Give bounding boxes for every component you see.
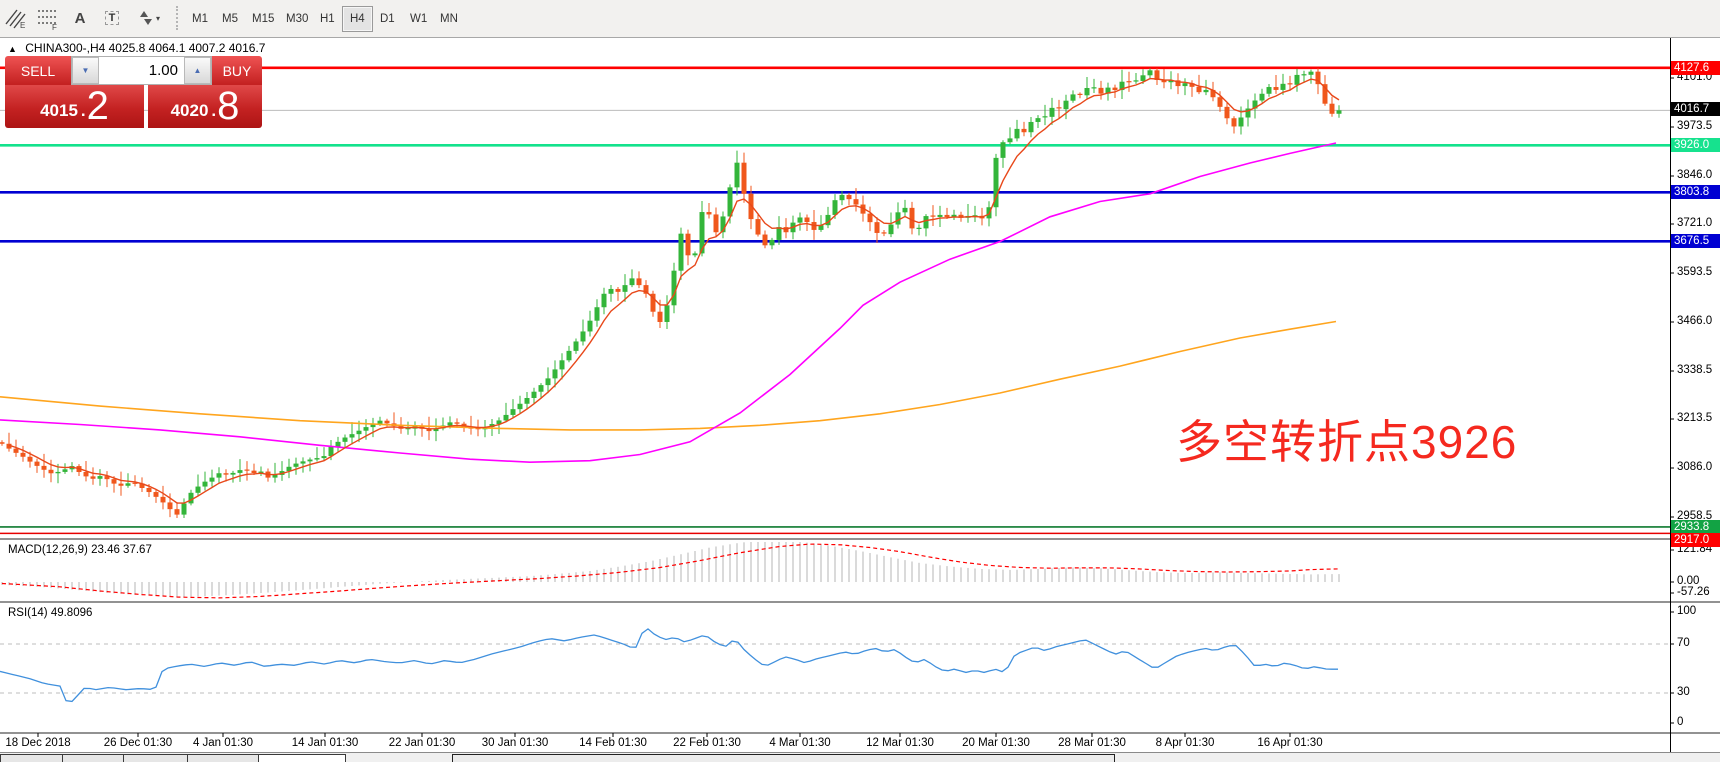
- timeframe-button-m15[interactable]: M15: [252, 13, 275, 25]
- price-badge-3803.8: 3803.8: [1671, 185, 1720, 199]
- bottom-tab-fragment[interactable]: [187, 754, 259, 762]
- price-tick-label: 3466.0: [1677, 315, 1713, 327]
- price-badge-3926.0: 3926.0: [1671, 138, 1720, 152]
- equidistant-channel-icon[interactable]: E: [2, 4, 30, 32]
- sell-button[interactable]: SELL: [5, 56, 71, 85]
- bottom-tab-fragment[interactable]: [452, 754, 1115, 762]
- rsi-tick-label: 30: [1677, 686, 1690, 698]
- ma-mid-magenta: [0, 142, 1337, 464]
- timeframe-button-h1[interactable]: H1: [320, 13, 335, 25]
- arrow-objects-icon[interactable]: ▾: [130, 4, 166, 32]
- text-tool-icon[interactable]: A: [74, 9, 86, 27]
- one-click-trading-panel: SELL ▼ ▲ BUY 4015 . 2 4020 . 8: [5, 56, 262, 128]
- bottom-tab-fragment[interactable]: [0, 754, 63, 762]
- bottom-tab-fragment[interactable]: [258, 754, 346, 762]
- volume-input[interactable]: [99, 57, 184, 84]
- text-label-icon[interactable]: T: [98, 4, 126, 32]
- chart-header: ▲ CHINA300-,H4 4025.8 4064.1 4007.2 4016…: [8, 41, 265, 55]
- date-tick-label: 14 Jan 01:30: [291, 737, 359, 749]
- macd-indicator-label: MACD(12,26,9) 23.46 37.67: [8, 544, 152, 556]
- rsi-tick-label: 0: [1677, 716, 1684, 728]
- sell-price-display[interactable]: 4015 . 2: [5, 85, 144, 128]
- price-tick-label: 3846.0: [1677, 169, 1713, 181]
- date-tick-label: 28 Mar 01:30: [1058, 737, 1126, 749]
- price-tick-label: 2958.5: [1677, 510, 1713, 522]
- buy-button[interactable]: BUY: [212, 56, 262, 85]
- bottom-tab-fragment[interactable]: [123, 754, 188, 762]
- date-tick-label: 4 Mar 01:30: [769, 737, 831, 749]
- ma-slow-orange: [0, 320, 1337, 431]
- price-tick-label: 3086.0: [1677, 461, 1713, 473]
- price-tick-label: 3973.5: [1677, 120, 1713, 132]
- price-tick-label: 3593.5: [1677, 266, 1713, 278]
- bottom-tab-fragment[interactable]: [62, 754, 124, 762]
- date-tick-label: 8 Apr 01:30: [1155, 737, 1215, 749]
- ma-fast-red: [8, 77, 1340, 504]
- date-tick-label: 20 Mar 01:30: [962, 737, 1030, 749]
- price-badge-2933.8: 2933.8: [1671, 520, 1720, 534]
- svg-text:E: E: [20, 21, 25, 30]
- rsi-tick-label: 100: [1677, 605, 1697, 617]
- toolbar-grip[interactable]: [176, 6, 181, 30]
- timeframe-button-h4[interactable]: H4: [342, 6, 373, 32]
- date-tick-label: 26 Dec 01:30: [103, 737, 173, 749]
- volume-stepper: ▼ ▲: [71, 56, 212, 85]
- volume-increase-button[interactable]: ▲: [184, 57, 211, 84]
- timeframe-button-m1[interactable]: M1: [192, 13, 208, 25]
- date-tick-label: 4 Jan 01:30: [192, 737, 254, 749]
- fibonacci-icon[interactable]: F: [34, 4, 62, 32]
- price-tick-label: 3721.0: [1677, 217, 1713, 229]
- date-tick-label: 12 Mar 01:30: [866, 737, 934, 749]
- rsi-line: [0, 628, 1338, 703]
- date-tick-label: 14 Feb 01:30: [579, 737, 647, 749]
- date-tick-label: 22 Jan 01:30: [388, 737, 456, 749]
- price-badge-4127.6: 4127.6: [1671, 61, 1720, 75]
- chart-annotation-text: 多空转折点3926: [1176, 416, 1518, 468]
- price-badge-4016.7: 4016.7: [1671, 102, 1720, 116]
- price-tick-label: 3213.5: [1677, 412, 1713, 424]
- timeframe-button-mn[interactable]: MN: [440, 13, 458, 25]
- symbol-ohlc-text: CHINA300-,H4 4025.8 4064.1 4007.2 4016.7: [25, 41, 266, 55]
- price-badge-3676.5: 3676.5: [1671, 234, 1720, 248]
- svg-text:F: F: [52, 23, 57, 30]
- rsi-tick-label: 70: [1677, 637, 1690, 649]
- toolbar: E F A T ▾ M1 M5 M15 M30 H1 H4 D1 W: [0, 0, 1720, 38]
- timeframe-button-d1[interactable]: D1: [380, 13, 395, 25]
- volume-decrease-button[interactable]: ▼: [72, 57, 99, 84]
- rsi-indicator-label: RSI(14) 49.8096: [8, 607, 93, 619]
- date-tick-label: 22 Feb 01:30: [673, 737, 741, 749]
- timeframe-button-m5[interactable]: M5: [222, 13, 238, 25]
- price-badge-2917.0: 2917.0: [1671, 533, 1720, 547]
- buy-price-display[interactable]: 4020 . 8: [148, 85, 262, 128]
- timeframe-button-w1[interactable]: W1: [410, 13, 428, 25]
- price-tick-label: 3338.5: [1677, 364, 1713, 376]
- timeframe-button-m30[interactable]: M30: [286, 13, 309, 25]
- date-tick-label: 18 Dec 2018: [5, 737, 71, 749]
- bottom-strip: [0, 753, 1720, 762]
- date-tick-label: 30 Jan 01:30: [481, 737, 549, 749]
- macd-histogram: [1, 542, 1340, 598]
- date-tick-label: 16 Apr 01:30: [1257, 737, 1323, 749]
- collapse-icon[interactable]: ▲: [8, 44, 17, 54]
- macd-tick-label: 0.00: [1677, 575, 1700, 587]
- macd-tick-label: -57.26: [1677, 586, 1710, 598]
